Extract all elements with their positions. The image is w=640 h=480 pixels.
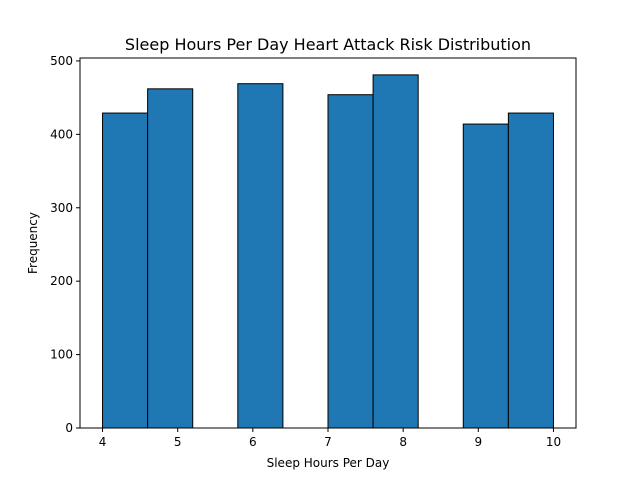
- x-tick-label: 5: [174, 435, 182, 449]
- y-tick-label: 200: [50, 274, 73, 288]
- x-tick-label: 8: [399, 435, 407, 449]
- x-axis: 4 5 6 7 8 9 10: [99, 428, 561, 449]
- x-tick-label: 9: [474, 435, 482, 449]
- histogram-bar-0: [102, 112, 149, 429]
- y-tick-label: 400: [50, 127, 73, 141]
- y-tick-label: 100: [50, 348, 73, 362]
- histogram-bar-6: [372, 74, 419, 429]
- y-axis-label: Frequency: [26, 212, 40, 274]
- histogram-bar-5: [327, 94, 374, 429]
- y-tick-label: 0: [65, 421, 73, 435]
- x-tick-label: 7: [324, 435, 332, 449]
- histogram-bar-1: [147, 88, 194, 429]
- histogram-bar-8: [462, 123, 509, 429]
- bars-group: [102, 74, 554, 429]
- histogram-bar-9: [507, 112, 554, 429]
- y-tick-label: 500: [50, 54, 73, 68]
- histogram-bar-3: [237, 83, 284, 429]
- x-tick-label: 10: [546, 435, 561, 449]
- x-axis-label: Sleep Hours Per Day: [267, 456, 390, 470]
- y-tick-label: 300: [50, 201, 73, 215]
- x-tick-label: 6: [249, 435, 257, 449]
- y-axis: 0 100 200 300 400 500: [50, 54, 80, 435]
- x-tick-label: 4: [99, 435, 107, 449]
- chart-title: Sleep Hours Per Day Heart Attack Risk Di…: [125, 35, 531, 54]
